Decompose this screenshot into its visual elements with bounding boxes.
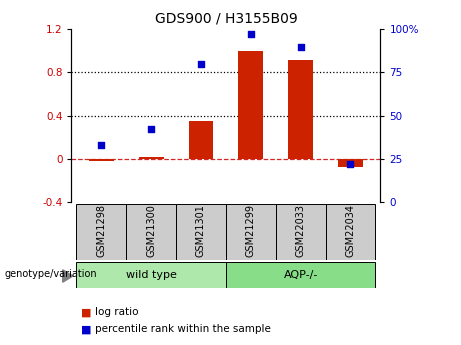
Point bbox=[247, 32, 254, 37]
Bar bbox=[139, 157, 164, 159]
Bar bbox=[276, 204, 325, 260]
Bar bbox=[126, 204, 176, 260]
Text: wild type: wild type bbox=[126, 270, 177, 280]
Point bbox=[347, 161, 354, 167]
Bar bbox=[338, 159, 363, 167]
Text: GSM21298: GSM21298 bbox=[96, 204, 106, 257]
Text: log ratio: log ratio bbox=[95, 307, 138, 317]
Text: percentile rank within the sample: percentile rank within the sample bbox=[95, 325, 271, 334]
Bar bbox=[226, 262, 375, 288]
Text: GSM21300: GSM21300 bbox=[146, 205, 156, 257]
Bar bbox=[176, 204, 226, 260]
Bar bbox=[189, 121, 213, 159]
Text: GSM21301: GSM21301 bbox=[196, 205, 206, 257]
Bar bbox=[89, 159, 114, 161]
Title: GDS900 / H3155B09: GDS900 / H3155B09 bbox=[154, 11, 297, 26]
Point bbox=[297, 44, 304, 49]
Text: AQP-/-: AQP-/- bbox=[284, 270, 318, 280]
Point bbox=[197, 61, 205, 67]
Text: ■: ■ bbox=[81, 307, 91, 317]
Text: GSM21299: GSM21299 bbox=[246, 204, 256, 257]
Point bbox=[98, 142, 105, 148]
Text: ■: ■ bbox=[81, 325, 91, 334]
Bar bbox=[238, 51, 263, 159]
Bar bbox=[226, 204, 276, 260]
Bar bbox=[77, 204, 126, 260]
Point bbox=[148, 127, 155, 132]
Bar bbox=[77, 262, 226, 288]
Text: GSM22033: GSM22033 bbox=[296, 204, 306, 257]
Bar bbox=[288, 59, 313, 159]
Text: GSM22034: GSM22034 bbox=[345, 204, 355, 257]
Bar bbox=[325, 204, 375, 260]
Polygon shape bbox=[63, 270, 73, 282]
Text: genotype/variation: genotype/variation bbox=[5, 269, 97, 279]
